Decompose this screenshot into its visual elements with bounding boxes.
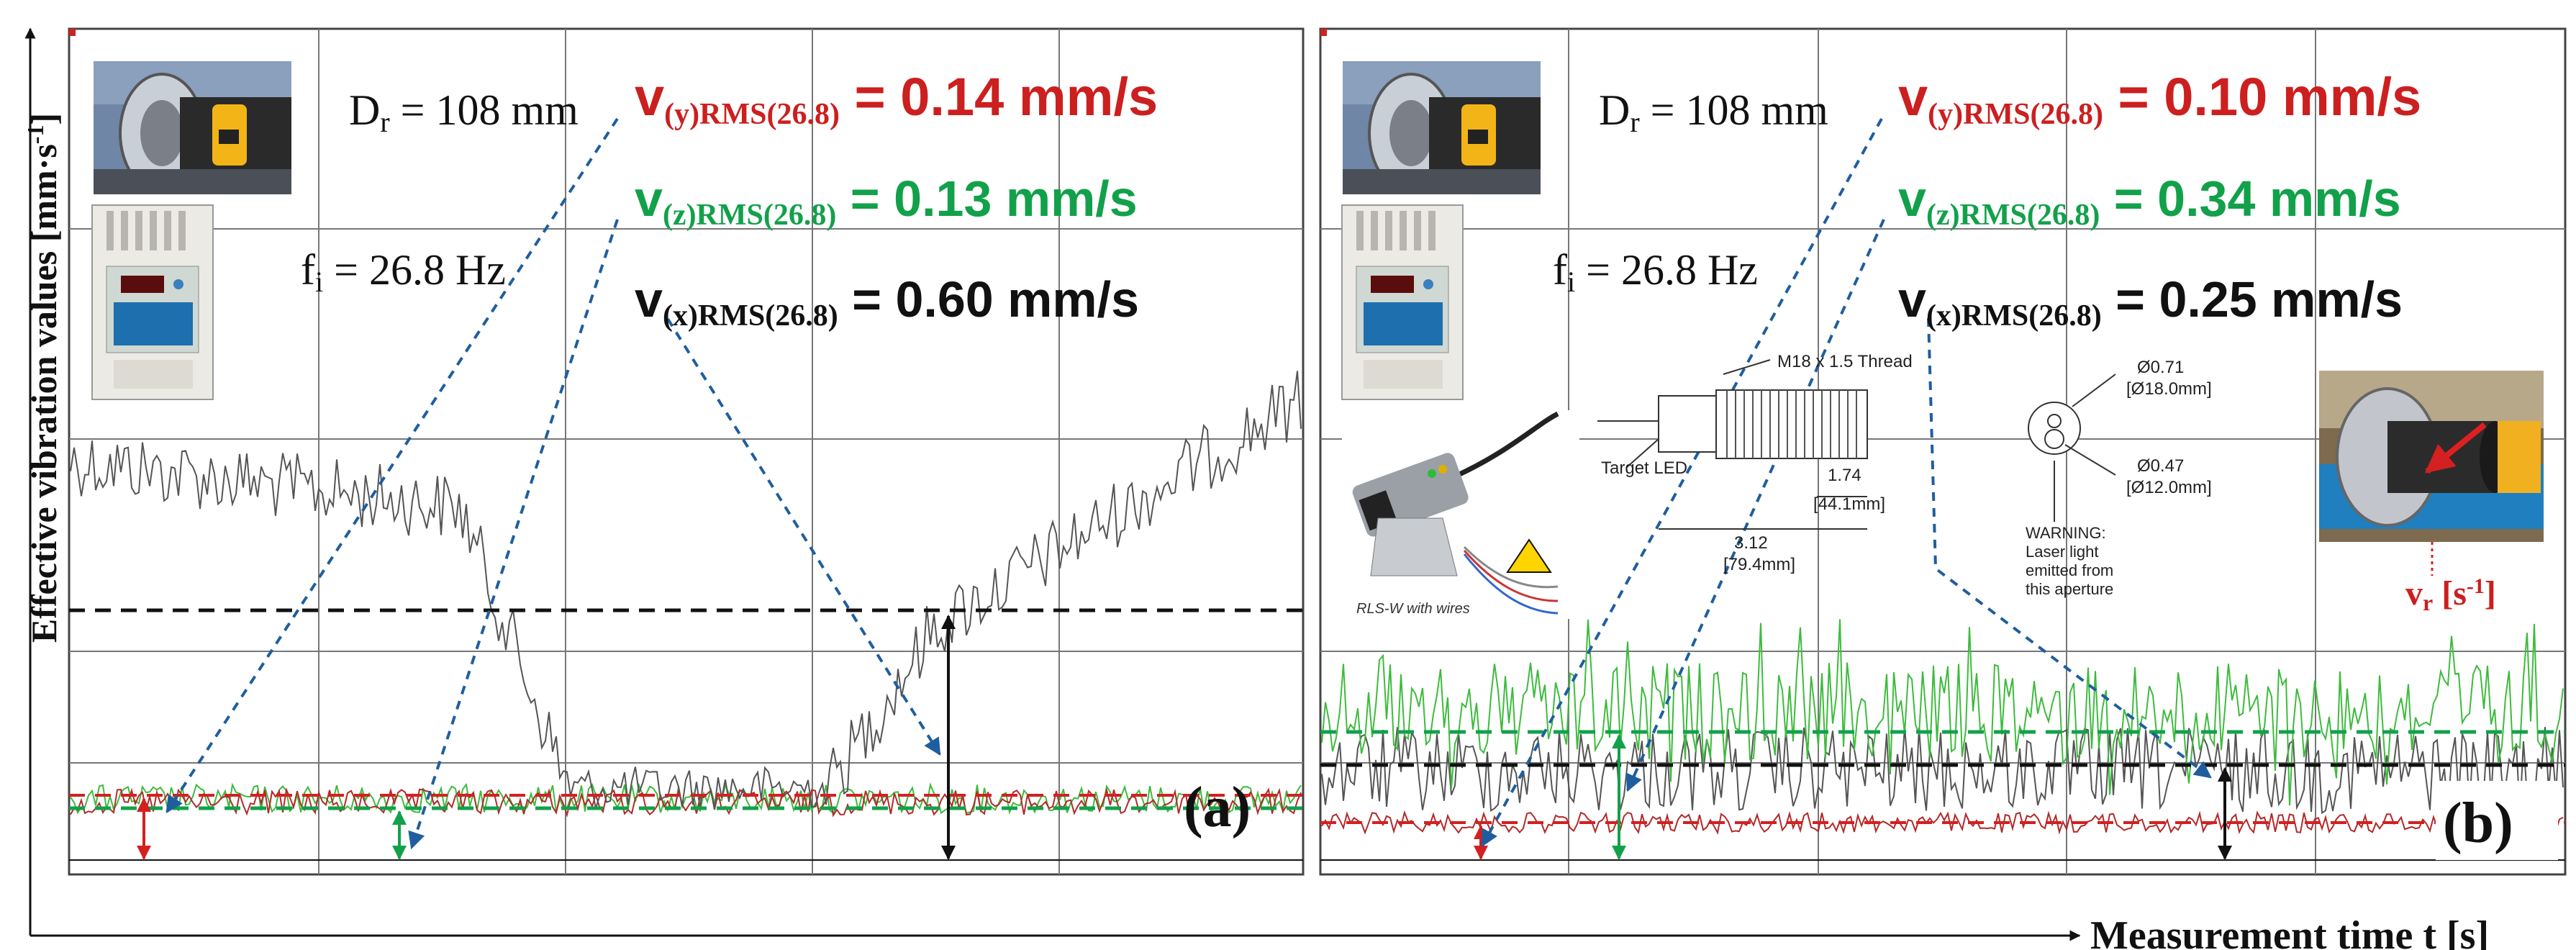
target-led-label: Target LED	[1601, 458, 1687, 478]
panel-a-grid	[69, 29, 1303, 874]
panel-a-vz-text: v(z)RMS(26.8) = 0.13 mm/s	[635, 171, 1138, 232]
len2-mm-label: [79.4mm]	[1723, 555, 1795, 574]
panel-b-corner-marker	[1320, 29, 1327, 36]
panel-a-z-trace	[70, 782, 1302, 815]
warning-line-3: emitted from	[2026, 561, 2113, 579]
d2-mm-label: [Ø12.0mm]	[2126, 478, 2212, 497]
outer-axes	[24, 27, 2081, 941]
panel-a-y-trace	[70, 787, 1302, 818]
panel-b-vx-text: v(x)RMS(26.8) = 0.25 mm/s	[1898, 271, 2403, 332]
panel-b-x-trace	[1321, 727, 2564, 815]
panel-b-fi-text: fi = 26.8 Hz	[1553, 246, 1758, 298]
panel-a-label: (a)	[1184, 776, 1251, 839]
len1-label: 1.74	[1828, 466, 1861, 485]
panel-b-label-bg	[2436, 781, 2558, 860]
panel-a-fi-text: fi = 26.8 Hz	[301, 246, 506, 298]
y-axis-label-end: ]	[24, 113, 64, 125]
panel-a-x-trace	[70, 371, 1302, 810]
warning-line-2: Laser light	[2026, 543, 2099, 561]
sensor-technical-drawing: M18 x 1.5 Thread Target LED 1.74 [44.1mm…	[1597, 352, 2212, 598]
panel-a-vy-text: v(y)RMS(26.8) = 0.14 mm/s	[635, 67, 1158, 131]
warning-line-1: WARNING:	[2026, 524, 2106, 542]
panel-a-y-pointer	[165, 117, 619, 814]
panel-b-label: (b)	[2443, 792, 2513, 855]
y-axis-label-text: Effective vibration values [mm·s	[24, 144, 64, 643]
warning-line-4: this aperture	[2026, 580, 2113, 598]
roller-photo-icon	[94, 61, 291, 194]
d2-label: Ø0.47	[2137, 456, 2184, 476]
panel-a: Dr = 108 mm fi = 26.8 Hz v(y)RMS(26.8) =…	[68, 27, 1305, 876]
frequency-inverter-icon	[1341, 204, 1464, 400]
panel-b: RLS-W with wires M18 x 1.5 Thread Target…	[1319, 27, 2567, 876]
panel-a-corner-marker	[69, 29, 76, 36]
x-axis-label: Measurement time t [s]	[2090, 913, 2489, 950]
panel-b-x-pointer	[1927, 317, 2212, 779]
y-axis-label-sup: -1	[22, 125, 48, 145]
vr-label: vr [s-1]	[2405, 574, 2496, 615]
roller-rotation-photo-icon	[2319, 371, 2544, 542]
laser-sensor-icon: RLS-W with wires	[1342, 410, 1579, 619]
panel-b-y-pointer	[1481, 118, 1883, 848]
panel-b-vz-text: v(z)RMS(26.8) = 0.34 mm/s	[1898, 171, 2401, 232]
thread-label: M18 x 1.5 Thread	[1777, 352, 1913, 371]
len2-label: 3.12	[1734, 533, 1768, 553]
frequency-inverter-icon	[91, 204, 214, 400]
d1-mm-label: [Ø18.0mm]	[2126, 379, 2212, 399]
panel-b-y-trace	[1321, 810, 2564, 836]
len1-mm-label: [44.1mm]	[1813, 494, 1885, 514]
panel-b-dr-text: Dr = 108 mm	[1599, 86, 1828, 138]
panel-a-vx-text: v(x)RMS(26.8) = 0.60 mm/s	[635, 271, 1139, 332]
y-axis-label: Effective vibration values [mm·s-1]	[22, 113, 64, 643]
panel-a-x-pointer	[666, 317, 941, 756]
d1-label: Ø0.71	[2137, 358, 2184, 377]
roller-photo-icon	[1343, 61, 1541, 194]
panel-b-vy-text: v(y)RMS(26.8) = 0.10 mm/s	[1898, 67, 2421, 131]
sensor-caption: RLS-W with wires	[1356, 601, 1470, 617]
panel-a-dr-text: Dr = 108 mm	[349, 86, 579, 138]
svg-text:Effective vibration values [mm: Effective vibration values [mm·s-1]	[22, 113, 64, 643]
panel-b-z-trace	[1321, 619, 2564, 806]
